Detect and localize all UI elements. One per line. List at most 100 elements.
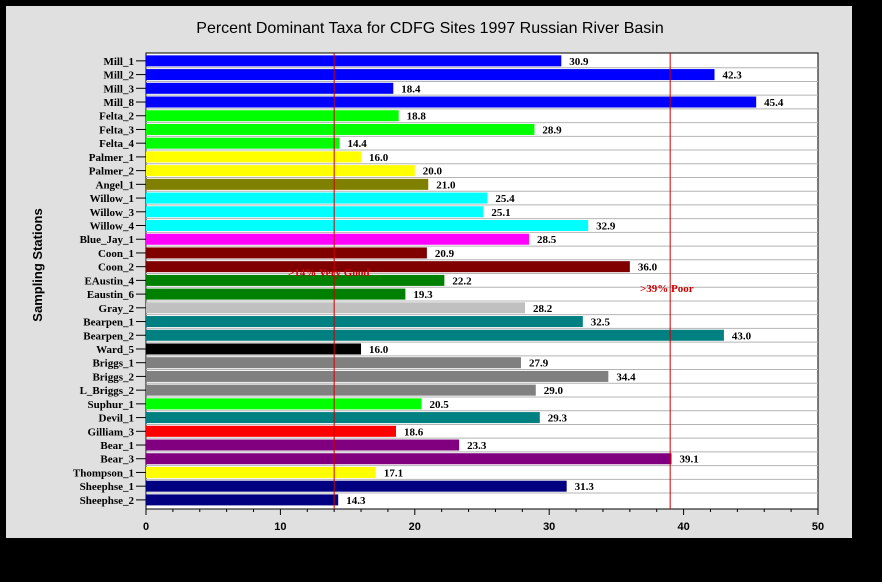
bar — [146, 110, 399, 122]
bar — [146, 384, 536, 396]
x-tick-label: 40 — [677, 521, 689, 533]
category-label: Suphur_1 — [88, 399, 134, 411]
data-label: 27.9 — [529, 358, 549, 370]
bar — [146, 137, 340, 149]
category-label: Willow_4 — [90, 221, 135, 233]
data-label: 18.4 — [401, 83, 421, 95]
data-label: 16.0 — [369, 344, 389, 356]
data-label: 20.0 — [423, 166, 443, 178]
category-label: Blue_Jay_1 — [80, 234, 134, 246]
x-tick-label: 50 — [812, 521, 824, 533]
category-label: Felta_3 — [99, 124, 134, 136]
bar — [146, 261, 630, 273]
y-axis-title: Sampling Stations — [30, 208, 45, 321]
bar — [146, 480, 567, 492]
category-label: Briggs_2 — [92, 371, 134, 383]
data-label: 17.1 — [384, 467, 403, 479]
chart-title: Percent Dominant Taxa for CDFG Sites 199… — [196, 20, 663, 37]
category-label: Devil_1 — [99, 413, 134, 425]
reference-label: >39% Poor — [640, 283, 694, 295]
x-tick-label: 30 — [543, 521, 555, 533]
data-label: 16.0 — [369, 152, 389, 164]
data-label: 22.2 — [452, 275, 472, 287]
data-label: 30.9 — [569, 56, 589, 68]
bar — [146, 357, 521, 369]
bar — [146, 96, 757, 108]
x-axis: 0 10 20 30 40 50 — [143, 509, 824, 533]
bar — [146, 55, 562, 67]
category-label: Mill_2 — [103, 70, 134, 82]
category-label: Coon_2 — [98, 262, 135, 274]
category-label: Palmer_1 — [89, 152, 134, 164]
x-tick-label: 10 — [274, 521, 286, 533]
reference-lines: >14% Very Good >39% Poor — [288, 53, 694, 509]
category-label: Gilliam_3 — [88, 426, 135, 438]
data-label: 14.4 — [348, 138, 368, 150]
bar — [146, 165, 415, 177]
bar — [146, 178, 429, 190]
data-label: 32.9 — [596, 221, 616, 233]
bar — [146, 412, 540, 424]
bar — [146, 343, 362, 355]
bar — [146, 370, 609, 382]
bars: 30.942.318.445.418.828.914.416.020.021.0… — [146, 55, 784, 507]
data-label: 19.3 — [413, 289, 433, 301]
bar — [146, 494, 339, 506]
bar — [146, 274, 445, 286]
category-label: Bearpen_1 — [83, 317, 134, 329]
data-label: 25.4 — [495, 193, 515, 205]
category-label: EAustin_4 — [84, 275, 134, 287]
data-label: 28.5 — [537, 234, 557, 246]
bar — [146, 123, 535, 135]
data-label: 43.0 — [732, 330, 752, 342]
bar — [146, 82, 394, 94]
bar — [146, 425, 396, 437]
data-label: 14.3 — [346, 495, 366, 507]
x-tick-label: 0 — [143, 521, 149, 533]
category-label: Eaustin_6 — [87, 289, 135, 301]
category-label: L_Briggs_2 — [80, 385, 135, 397]
bar — [146, 233, 530, 245]
data-label: 34.4 — [616, 371, 636, 383]
x-axis-title: Percent of Sample of Most Abundant Inver… — [292, 547, 559, 562]
category-label: Felta_2 — [99, 111, 134, 123]
data-label: 29.3 — [548, 413, 568, 425]
data-label: 18.6 — [404, 426, 424, 438]
x-tick-label: 20 — [409, 521, 421, 533]
data-label: 25.1 — [491, 207, 510, 219]
data-label: 20.9 — [435, 248, 455, 260]
category-label: Angel_1 — [96, 179, 135, 191]
bar — [146, 398, 422, 410]
category-label: Mill_8 — [103, 97, 134, 109]
category-label: Gray_2 — [99, 303, 135, 315]
data-label: 42.3 — [723, 70, 743, 82]
bar — [146, 69, 715, 81]
data-label: 31.3 — [575, 481, 595, 493]
data-label: 23.3 — [467, 440, 487, 452]
category-label: Mill_1 — [103, 56, 134, 68]
category-label: Bear_3 — [100, 454, 134, 466]
data-label: 28.2 — [533, 303, 553, 315]
category-label: Willow_3 — [90, 207, 135, 219]
category-label: Sheephse_2 — [80, 495, 135, 507]
category-label: Sheephse_1 — [80, 481, 134, 493]
bar — [146, 453, 672, 465]
bar — [146, 206, 484, 218]
bar — [146, 151, 362, 163]
data-label: 36.0 — [638, 262, 658, 274]
gridlines — [146, 67, 818, 494]
data-label: 21.0 — [436, 179, 456, 191]
bar — [146, 466, 376, 478]
category-label: Palmer_2 — [89, 166, 135, 178]
data-label: 45.4 — [764, 97, 784, 109]
data-label: 28.9 — [542, 124, 562, 136]
bar — [146, 439, 460, 451]
category-label: Coon_1 — [98, 248, 134, 260]
bar — [146, 220, 589, 231]
category-label: Ward_5 — [96, 344, 134, 356]
category-label: Felta_4 — [99, 138, 134, 150]
data-label: 18.8 — [407, 111, 427, 123]
bar — [146, 247, 427, 259]
